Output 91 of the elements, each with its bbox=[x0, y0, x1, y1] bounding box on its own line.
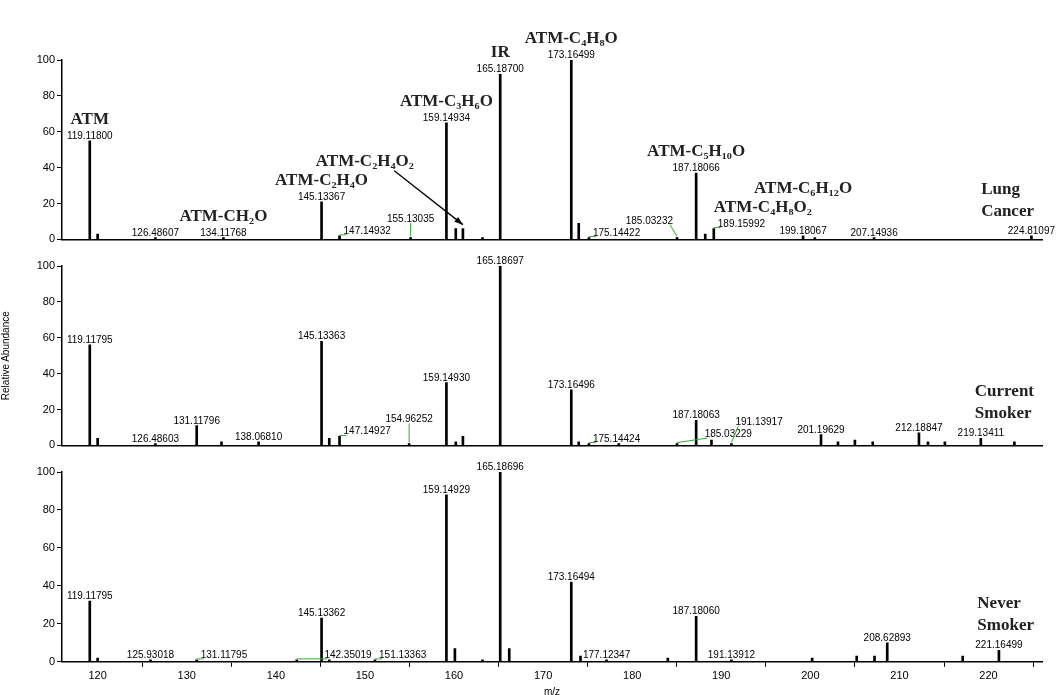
y-tick-label: 80 bbox=[42, 294, 55, 307]
annotation: 134.11768 bbox=[200, 226, 248, 238]
y-tick-label: 80 bbox=[42, 88, 55, 101]
annotation: 165.18700 bbox=[476, 63, 525, 75]
annotation: 175.14422 bbox=[592, 226, 641, 238]
y-tick-label: 40 bbox=[42, 578, 55, 591]
y-tick-label: 100 bbox=[36, 259, 55, 272]
annotation: 185.03232 bbox=[625, 214, 674, 226]
x-tick-label: 190 bbox=[712, 669, 731, 682]
y-tick-label: 0 bbox=[48, 232, 55, 245]
annotation: 175.14424 bbox=[592, 432, 641, 444]
annotation: 126.48607 bbox=[131, 226, 180, 238]
annotation: 159.14934 bbox=[422, 111, 471, 123]
x-tick-label: 130 bbox=[177, 669, 196, 682]
annotation: 131.11795 bbox=[200, 648, 248, 660]
annotation: 177.12347 bbox=[582, 648, 631, 660]
y-tick-label: 0 bbox=[48, 654, 55, 667]
x-tick-label: 210 bbox=[890, 669, 909, 682]
y-tick-label: 0 bbox=[48, 438, 55, 451]
annotation: 155.13035 bbox=[386, 212, 435, 224]
annotation: ATM-C₂H₄O₂ bbox=[315, 150, 414, 170]
annotation: 191.13912 bbox=[707, 648, 756, 660]
y-tick-label: 60 bbox=[42, 124, 55, 137]
y-tick-label: 40 bbox=[42, 366, 55, 379]
annotation: 145.13363 bbox=[297, 330, 346, 342]
annotation: 208.62893 bbox=[863, 631, 912, 643]
annotation: 187.18060 bbox=[672, 605, 721, 617]
x-tick-label: 200 bbox=[801, 669, 820, 682]
x-axis-title: m/z bbox=[543, 685, 561, 695]
y-tick-label: 20 bbox=[42, 196, 55, 209]
x-tick-label: 180 bbox=[623, 669, 642, 682]
annotation: 201.19629 bbox=[797, 423, 846, 435]
annotation: 224.81097 bbox=[1007, 224, 1056, 236]
y-tick-label: 20 bbox=[42, 616, 55, 629]
annotation: 207.14936 bbox=[850, 226, 899, 238]
y-axis-title: Relative Abundance bbox=[0, 310, 11, 401]
y-tick-label: 60 bbox=[42, 540, 55, 553]
annotation: 165.18696 bbox=[476, 461, 525, 472]
annotation: IR bbox=[490, 42, 511, 62]
annotation: 131.11796 bbox=[173, 414, 221, 426]
x-tick-label: 120 bbox=[88, 669, 107, 682]
annotation: 145.13362 bbox=[297, 607, 346, 619]
annotation: 219.13411 bbox=[957, 427, 1005, 439]
annotation: ATM-C₃H₆O bbox=[399, 90, 493, 110]
annotation: ATM-C₅H₁₀O bbox=[647, 141, 746, 161]
x-tick-label: 150 bbox=[355, 669, 375, 682]
annotation: 187.18066 bbox=[672, 162, 721, 174]
annotation: 212.18847 bbox=[895, 421, 944, 433]
annotation: 119.11795 bbox=[66, 590, 114, 602]
annotation: 142.35019 bbox=[324, 648, 373, 660]
y-tick-label: 60 bbox=[42, 330, 55, 343]
annotation: 119.11795 bbox=[66, 333, 114, 345]
annotation: 145.13367 bbox=[297, 190, 346, 202]
annotation: 147.14927 bbox=[343, 425, 392, 437]
annotation: 199.18067 bbox=[779, 224, 828, 236]
annotation: 187.18063 bbox=[672, 409, 721, 421]
annotation: 159.14930 bbox=[422, 371, 471, 383]
annotation: 126.48603 bbox=[131, 432, 180, 444]
annotation: 173.16494 bbox=[547, 571, 596, 583]
annotation: Never Smoker bbox=[977, 593, 1035, 635]
y-tick-label: 100 bbox=[36, 465, 55, 478]
annotation: 165.18697 bbox=[476, 255, 525, 266]
annotation: ATM-C₂H₄O bbox=[275, 169, 369, 189]
y-tick-label: 40 bbox=[42, 160, 55, 173]
annotation: 173.16499 bbox=[547, 49, 596, 60]
annotation: ATM-CH₂O bbox=[179, 205, 268, 225]
annotation: 151.13363 bbox=[379, 648, 427, 660]
x-tick-label: 220 bbox=[979, 669, 998, 682]
annotation: 189.15992 bbox=[717, 217, 766, 229]
x-tick-label: 160 bbox=[444, 669, 464, 682]
annotation: 138.06810 bbox=[234, 430, 283, 442]
annotation: 125.93018 bbox=[126, 648, 175, 660]
annotation: 119.11800 bbox=[66, 129, 114, 141]
annotation: Current Smoker bbox=[974, 381, 1035, 423]
x-tick-label: 170 bbox=[533, 669, 553, 682]
annotation: 154.96252 bbox=[385, 413, 434, 425]
annotation: ATM-C₆H₁₂O bbox=[754, 177, 853, 197]
y-tick-label: 20 bbox=[42, 402, 55, 415]
annotation: 147.14932 bbox=[343, 224, 392, 236]
x-tick-label: 140 bbox=[266, 669, 285, 682]
y-tick-label: 80 bbox=[42, 502, 55, 515]
y-tick-label: 100 bbox=[36, 53, 55, 66]
annotation: 185.03229 bbox=[704, 428, 753, 440]
annotation: 221.16499 bbox=[975, 639, 1023, 651]
annotation: 173.16496 bbox=[547, 378, 596, 390]
annotation: 191.13917 bbox=[735, 416, 784, 428]
annotation: ATM-C₄H₈O₂ bbox=[713, 196, 812, 216]
annotation: Lung Cancer bbox=[981, 178, 1035, 220]
annotation: 159.14929 bbox=[422, 483, 471, 495]
annotation: ATM bbox=[70, 108, 109, 128]
annotation: ATM-C₄H₈O bbox=[524, 28, 618, 47]
